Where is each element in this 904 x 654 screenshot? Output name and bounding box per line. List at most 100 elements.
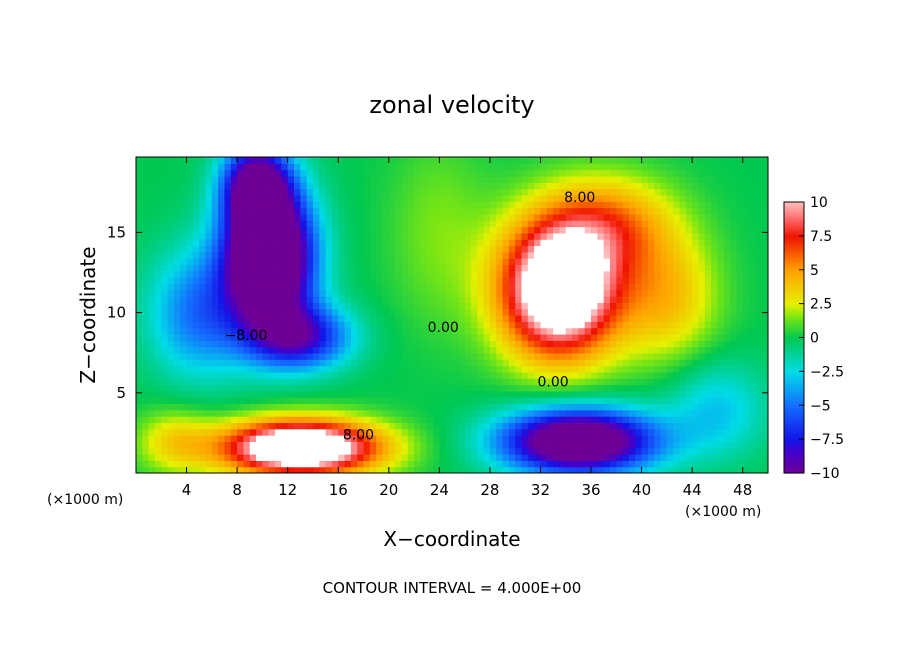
field-cell [464,321,472,329]
field-cell [331,409,339,417]
field-cell [350,435,358,442]
field-cell [673,239,681,247]
field-cell [660,371,668,379]
field-cell [591,315,598,322]
field-cell [628,403,636,411]
field-cell [186,232,194,240]
field-cell [603,447,611,455]
field-cell [628,245,636,253]
field-cell [439,346,447,354]
field-cell [142,283,150,291]
field-cell [483,403,491,411]
field-cell [635,251,643,259]
field-cell [148,378,156,386]
field-cell [338,346,346,354]
field-cell [704,175,712,183]
field-cell [338,397,346,405]
field-cell [325,188,333,196]
field-cell [654,245,662,253]
field-cell [148,277,156,284]
field-cell [426,182,434,190]
field-cell [382,283,390,291]
field-cell [237,182,245,190]
field-cell [167,378,175,386]
field-cell [679,447,687,455]
field-cell [534,435,542,442]
field-cell [458,188,466,196]
field-cell [540,163,548,171]
field-cell [199,270,207,278]
field-cell [673,441,681,449]
field-cell [167,226,175,234]
field-cell [407,245,415,253]
field-cell [420,466,428,473]
field-cell [749,428,756,436]
field-cell [666,315,674,322]
field-cell [294,251,301,259]
field-cell [717,460,725,468]
field-cell [224,239,232,247]
field-cell [508,397,516,405]
field-cell [331,270,339,278]
field-cell [597,289,605,297]
field-cell [186,157,194,164]
field-cell [401,428,409,436]
field-cell [679,384,687,392]
field-cell [470,207,478,215]
field-cell [685,169,693,177]
field-cell [249,460,257,468]
field-cell [508,207,516,215]
field-cell [161,352,169,360]
field-cell [294,333,301,341]
field-cell [382,182,390,190]
field-cell [268,201,276,209]
field-cell [565,169,573,177]
field-cell [369,239,377,247]
field-cell [154,194,162,202]
field-cell [192,226,200,234]
field-cell [199,220,207,228]
field-cell [262,378,270,386]
field-cell [154,157,162,164]
field-cell [749,182,756,190]
field-cell [723,270,731,278]
field-cell [205,226,213,234]
field-cell [142,302,150,310]
field-cell [534,232,542,240]
field-cell [508,213,516,221]
field-cell [591,283,598,291]
field-cell [192,270,200,278]
field-cell [395,315,403,322]
field-cell [610,277,617,284]
field-cell [180,283,188,291]
field-cell [218,327,226,335]
field-cell [452,447,459,455]
field-cell [388,428,396,436]
field-cell [477,359,485,367]
field-cell [363,207,371,215]
field-cell [350,232,358,240]
field-cell [382,441,390,449]
field-cell [464,245,472,253]
field-cell [306,251,314,259]
field-cell [312,378,320,386]
field-cell [470,403,478,411]
field-cell [325,163,333,171]
field-cell [275,327,282,335]
field-cell [180,213,188,221]
field-cell [180,277,188,284]
field-cell [521,378,529,386]
field-cell [439,390,447,398]
field-cell [546,346,554,354]
field-cell [540,277,548,284]
field-cell [502,447,510,455]
field-cell [502,239,510,247]
field-cell [603,390,611,398]
field-cell [553,441,561,449]
field-cell [685,346,693,354]
field-cell [224,422,232,430]
field-cell [173,365,181,373]
field-cell [591,201,598,209]
field-cell [755,308,763,316]
field-cell [603,428,611,436]
